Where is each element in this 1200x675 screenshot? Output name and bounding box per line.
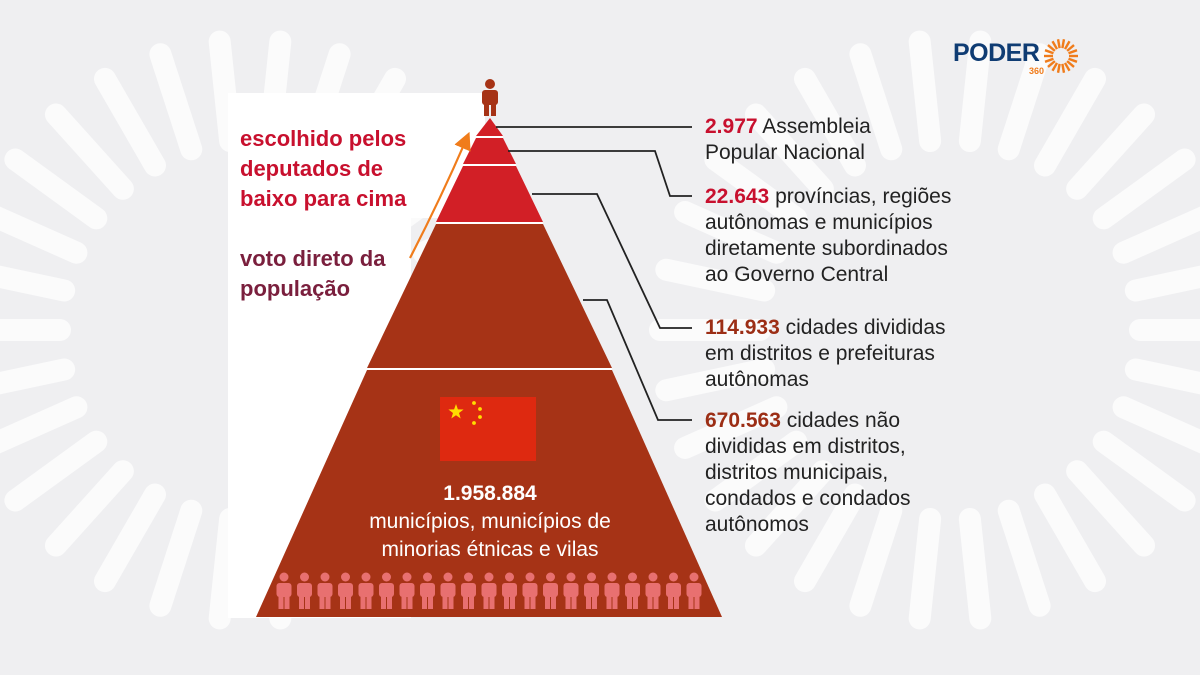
tier-2977 bbox=[463, 138, 516, 164]
person-icon bbox=[399, 572, 415, 609]
annotation-elected: escolhido pelos deputados de baixo para … bbox=[240, 126, 407, 211]
base-number: 1.958.884 bbox=[443, 482, 537, 505]
person-icon bbox=[502, 572, 517, 609]
person-icon bbox=[604, 572, 620, 609]
upward-arrow bbox=[409, 131, 471, 259]
label-provinces: 22.643 províncias, regiões autônomas e m… bbox=[705, 185, 952, 286]
person-icon bbox=[440, 572, 456, 609]
poder360-logo: PODER 360 bbox=[953, 36, 1083, 82]
tier-22643 bbox=[436, 166, 543, 222]
person-icon bbox=[338, 572, 353, 609]
connectors bbox=[496, 126, 692, 421]
tier-apex bbox=[476, 118, 503, 136]
annotation-direct-vote: voto direto da população bbox=[240, 246, 386, 301]
person-icon bbox=[420, 572, 435, 609]
base-description: municípios, municípios de minorias étnica… bbox=[369, 510, 611, 561]
person-icon bbox=[379, 572, 394, 609]
tier-base bbox=[256, 370, 722, 617]
people-row-icon bbox=[276, 572, 702, 609]
person-icon bbox=[584, 572, 599, 609]
sun-icon bbox=[1044, 39, 1078, 73]
person-icon bbox=[358, 572, 374, 609]
person-icon bbox=[522, 572, 538, 609]
person-icon bbox=[482, 79, 498, 116]
person-icon bbox=[317, 572, 333, 609]
person-icon bbox=[481, 572, 497, 609]
person-icon bbox=[461, 572, 476, 609]
person-icon bbox=[625, 572, 640, 609]
person-icon bbox=[666, 572, 681, 609]
person-icon bbox=[686, 572, 702, 609]
person-icon bbox=[645, 572, 661, 609]
label-national-assembly: 2.977 Assembleia Popular Nacional bbox=[705, 115, 871, 164]
china-flag-icon bbox=[440, 397, 536, 461]
person-icon bbox=[543, 572, 558, 609]
tier-114933 bbox=[367, 224, 612, 368]
person-icon bbox=[297, 572, 312, 609]
label-counties: 670.563 cidades não divididas em distrit… bbox=[705, 409, 911, 536]
annotation-panel-top bbox=[228, 93, 485, 218]
logo-wordmark: PODER bbox=[953, 39, 1040, 67]
person-icon bbox=[563, 572, 579, 609]
label-cities-districts: 114.933 cidades divididas em distritos e… bbox=[705, 316, 946, 391]
person-icon bbox=[276, 572, 292, 609]
logo-subtext: 360 bbox=[1029, 66, 1045, 76]
